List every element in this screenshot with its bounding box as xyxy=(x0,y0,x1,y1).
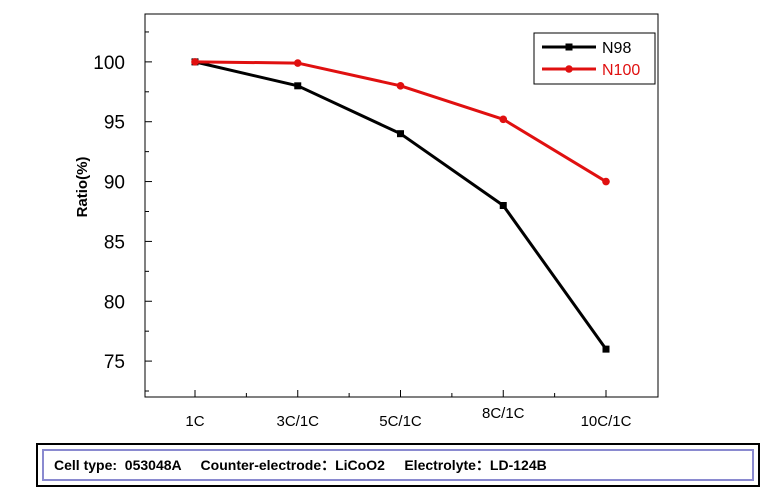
x-tick-label: 5C/1C xyxy=(379,413,422,430)
y-tick-label: 85 xyxy=(104,232,125,253)
info-box-inner: Cell type: 053048A Counter-electrode：LiC… xyxy=(42,449,754,481)
y-tick-label: 90 xyxy=(104,173,125,194)
plot-frame xyxy=(144,13,659,398)
legend-label-n98: N98 xyxy=(602,40,631,57)
y-tick-label: 95 xyxy=(104,113,125,134)
series-line-n98 xyxy=(194,60,608,350)
legend-marker-n98 xyxy=(565,43,573,51)
chart: 75 80 85 90 95 100 1C 3C/1C 5C/1C 8C/1C 10C/1C Rat… xyxy=(74,13,659,430)
info-box: Cell type: 053048A Counter-electrode：LiC… xyxy=(36,443,760,487)
data-point-n100 xyxy=(191,58,199,66)
data-point-n98 xyxy=(602,345,610,353)
data-point-n100 xyxy=(293,59,302,67)
data-point-n98 xyxy=(499,202,507,209)
data-point-n98 xyxy=(294,82,302,90)
legend: N98 N100 xyxy=(533,32,656,85)
legend-box xyxy=(533,32,656,85)
y-axis-label: Ratio(%) xyxy=(74,157,91,218)
legend-label-n100: N100 xyxy=(602,62,640,79)
y-tick-label: 75 xyxy=(104,352,125,373)
x-tick-label: 1C xyxy=(185,413,204,430)
y-tick-label: 80 xyxy=(104,292,125,313)
legend-marker-n100 xyxy=(565,65,573,73)
info-text: Cell type: 053048A Counter-electrode：LiC… xyxy=(54,457,547,473)
data-point-n100 xyxy=(602,177,610,186)
x-tick-label: 10C/1C xyxy=(581,413,632,430)
x-tick-label: 8C/1C xyxy=(482,405,525,422)
plot-area: 75 80 85 90 95 100 1C 3C/1C 5C/1C 8C/1C 10C/1C xyxy=(93,13,659,430)
y-tick-label: 100 xyxy=(93,53,125,74)
data-point-n98 xyxy=(397,130,404,138)
x-tick-label: 3C/1C xyxy=(276,413,319,430)
data-point-n100 xyxy=(396,82,405,90)
data-point-n100 xyxy=(499,115,508,124)
